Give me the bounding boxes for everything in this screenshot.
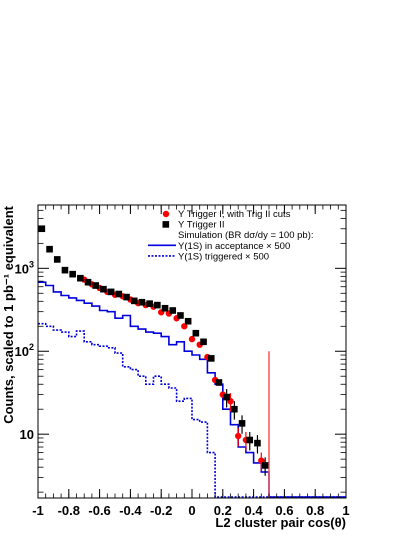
trig2-point: [215, 379, 223, 386]
legend-trig2-marker: [162, 221, 170, 228]
x-tick-label: -0.2: [150, 503, 172, 518]
trig2-point: [169, 307, 177, 314]
x-tick-label: -0.6: [88, 503, 110, 518]
legend-trig1-marker: [162, 210, 170, 218]
y-tick-label: 102: [15, 342, 34, 359]
legend-triggered-label: Υ(1S) triggered × 500: [178, 251, 269, 262]
trig1-point: [188, 335, 196, 343]
x-tick-label: 0.4: [245, 503, 264, 518]
trig2-point: [138, 298, 146, 306]
trig2-point: [238, 420, 246, 427]
axis-ticks: -1 -0.8 -0.6 -0.4 -0.2 0 0.2 0.4 0.6 0.8 1 10 102 103: [15, 205, 350, 518]
trig2-point: [154, 301, 161, 309]
x-tick-label: 1: [342, 503, 349, 518]
trig2-point: [84, 278, 92, 286]
x-tick-label: -0.4: [119, 503, 142, 518]
histogram-layer: [38, 281, 346, 498]
legend-sim-note: Simulation (BR dσ/dy = 100 pb):: [178, 230, 314, 241]
legend-trig2-label: Υ Trigger II: [178, 220, 224, 231]
triggered-histogram: [38, 322, 346, 498]
trig2-point: [177, 312, 184, 319]
x-tick-label: 0.6: [275, 503, 293, 518]
trig2-point: [231, 405, 238, 413]
legend-acceptance-label: Υ(1S) in acceptance × 500: [178, 241, 290, 252]
trig2-point: [92, 282, 100, 289]
x-tick-label: -0.8: [58, 503, 80, 518]
trig2-point: [69, 270, 76, 278]
x-tick-label: -1: [32, 503, 44, 518]
x-tick-label: 0.8: [306, 503, 324, 518]
trig2-point: [184, 317, 192, 325]
y-axis-title: Counts, scaled to 1 pb⁻¹ equivalent: [1, 205, 16, 423]
trig2-point: [207, 355, 215, 362]
x-tick-label: 0.2: [214, 503, 232, 518]
acceptance-histogram: [38, 281, 346, 498]
trig2-point: [261, 462, 269, 469]
trig2-point: [100, 285, 107, 293]
trig2-point: [115, 290, 123, 298]
trig2-point: [161, 304, 169, 312]
trig2-point: [254, 439, 261, 447]
y-tick-label: 10: [20, 427, 34, 442]
trig1-point: [181, 323, 188, 330]
trig2-point: [246, 436, 254, 444]
y-tick-label: 103: [15, 259, 34, 276]
trig2-point: [192, 329, 200, 337]
trig2-point: [53, 256, 61, 263]
trig2-point: [146, 300, 153, 307]
trig2-point: [46, 245, 53, 253]
trig2-point: [200, 338, 207, 346]
data-points-layer: [38, 225, 269, 476]
legend-trig1-label: Υ Trigger I, with Trig II cuts: [178, 209, 291, 220]
trig2-point: [123, 293, 130, 301]
x-tick-label: 0: [188, 503, 195, 518]
trig2-point: [77, 274, 84, 282]
trig2-point: [107, 288, 115, 296]
x-axis-title: L2 cluster pair cos(θ): [215, 515, 346, 530]
trig1-point: [235, 432, 242, 440]
trig2-point: [130, 297, 138, 305]
trig2-point: [61, 266, 69, 274]
trig2-point: [223, 393, 230, 401]
